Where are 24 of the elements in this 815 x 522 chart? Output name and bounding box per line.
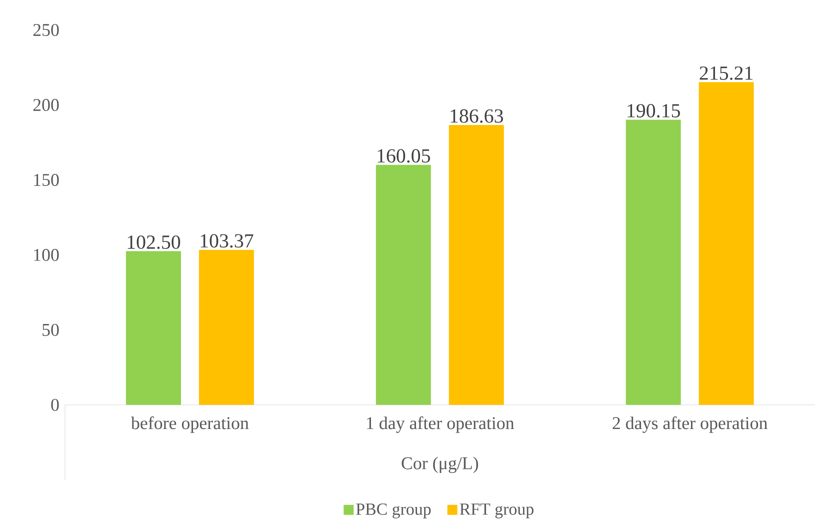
data-label: 215.21	[700, 66, 753, 80]
data-label: 102.50	[128, 236, 180, 250]
legend-label: PBC group	[356, 504, 431, 518]
x-tick-label: 2 days after operation	[612, 416, 768, 433]
y-tick-label: 50	[42, 324, 59, 336]
x-axis-title: Cor (μg/L)	[402, 456, 478, 474]
x-tick-label: before operation	[130, 416, 249, 433]
data-label: 190.15	[628, 104, 680, 118]
data-label: 103.37	[200, 234, 254, 248]
bar	[198, 250, 254, 405]
bar	[376, 164, 431, 405]
bar	[126, 251, 181, 405]
y-tick-label: 150	[34, 174, 59, 186]
y-tick-label: 200	[33, 98, 59, 112]
data-label: 186.63	[450, 109, 503, 123]
y-tick-label: 250	[33, 24, 59, 36]
bar	[698, 82, 754, 405]
bar	[448, 125, 504, 405]
data-label: 160.05	[378, 149, 430, 163]
y-tick-label: 0	[51, 398, 59, 411]
x-tick-label: 1 day after operation	[367, 416, 514, 433]
bar	[626, 120, 681, 405]
legend-label: RFT group	[460, 504, 534, 518]
y-tick-label: 100	[34, 248, 59, 262]
